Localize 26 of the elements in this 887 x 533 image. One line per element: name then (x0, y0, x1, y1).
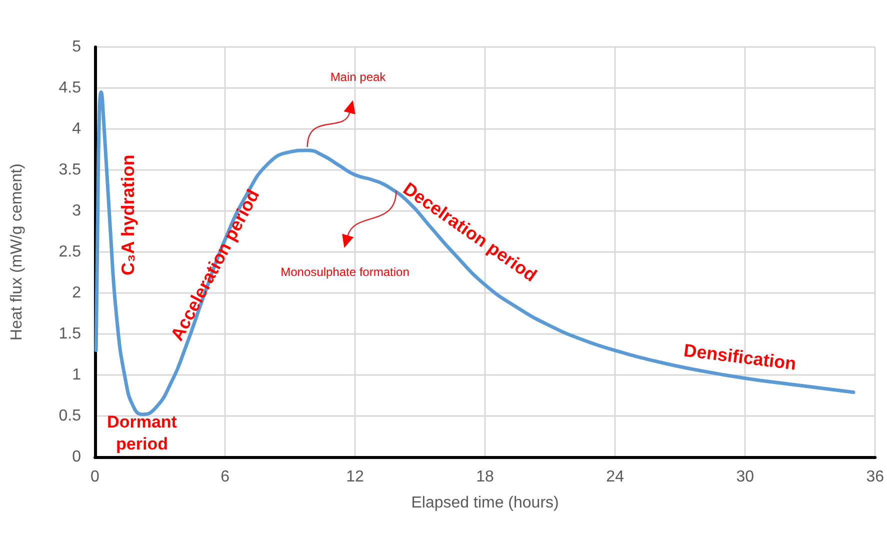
annotation: C₃A hydration (118, 154, 138, 276)
annotation: Dormant period (107, 412, 178, 454)
x-tick-label: 30 (736, 468, 754, 486)
y-tick-label: 3.5 (58, 162, 82, 178)
y-tick-label: 5 (72, 38, 82, 56)
y-tick-label: 4 (72, 120, 82, 138)
x-tick-label: 18 (476, 468, 494, 486)
x-tick-label: 12 (346, 468, 364, 486)
annotation: Monosulphate formation (280, 265, 410, 279)
x-tick-label: 0 (90, 468, 100, 486)
y-tick-label: 1.5 (58, 326, 82, 342)
x-tick-label: 36 (866, 468, 884, 486)
x-axis-title: Elapsed time (hours) (411, 494, 559, 512)
y-tick-label: 0.5 (58, 408, 82, 424)
y-tick-label: 0 (72, 448, 82, 466)
annotation: Densification (682, 340, 798, 374)
y-tick-label: 3 (72, 202, 82, 220)
y-tick-label: 2 (72, 284, 82, 302)
y-tick-label: 2.5 (58, 244, 82, 260)
y-axis-title: Heat flux (mW/g cement) (8, 164, 26, 340)
x-tick-label: 24 (606, 468, 624, 486)
x-tick-label: 6 (220, 468, 230, 486)
y-tick-label: 1 (72, 366, 82, 384)
y-tick-label: 4.5 (58, 80, 82, 96)
line-series (94, 90, 856, 416)
annotation: Main peak (330, 70, 387, 84)
